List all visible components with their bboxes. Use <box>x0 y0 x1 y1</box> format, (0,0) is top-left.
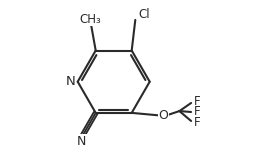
Text: F: F <box>194 95 200 108</box>
Text: N: N <box>77 135 86 148</box>
Text: F: F <box>194 116 200 129</box>
Text: N: N <box>66 75 76 88</box>
Text: O: O <box>158 109 168 122</box>
Text: Cl: Cl <box>138 8 150 21</box>
Text: F: F <box>194 106 200 118</box>
Text: CH₃: CH₃ <box>79 12 101 26</box>
